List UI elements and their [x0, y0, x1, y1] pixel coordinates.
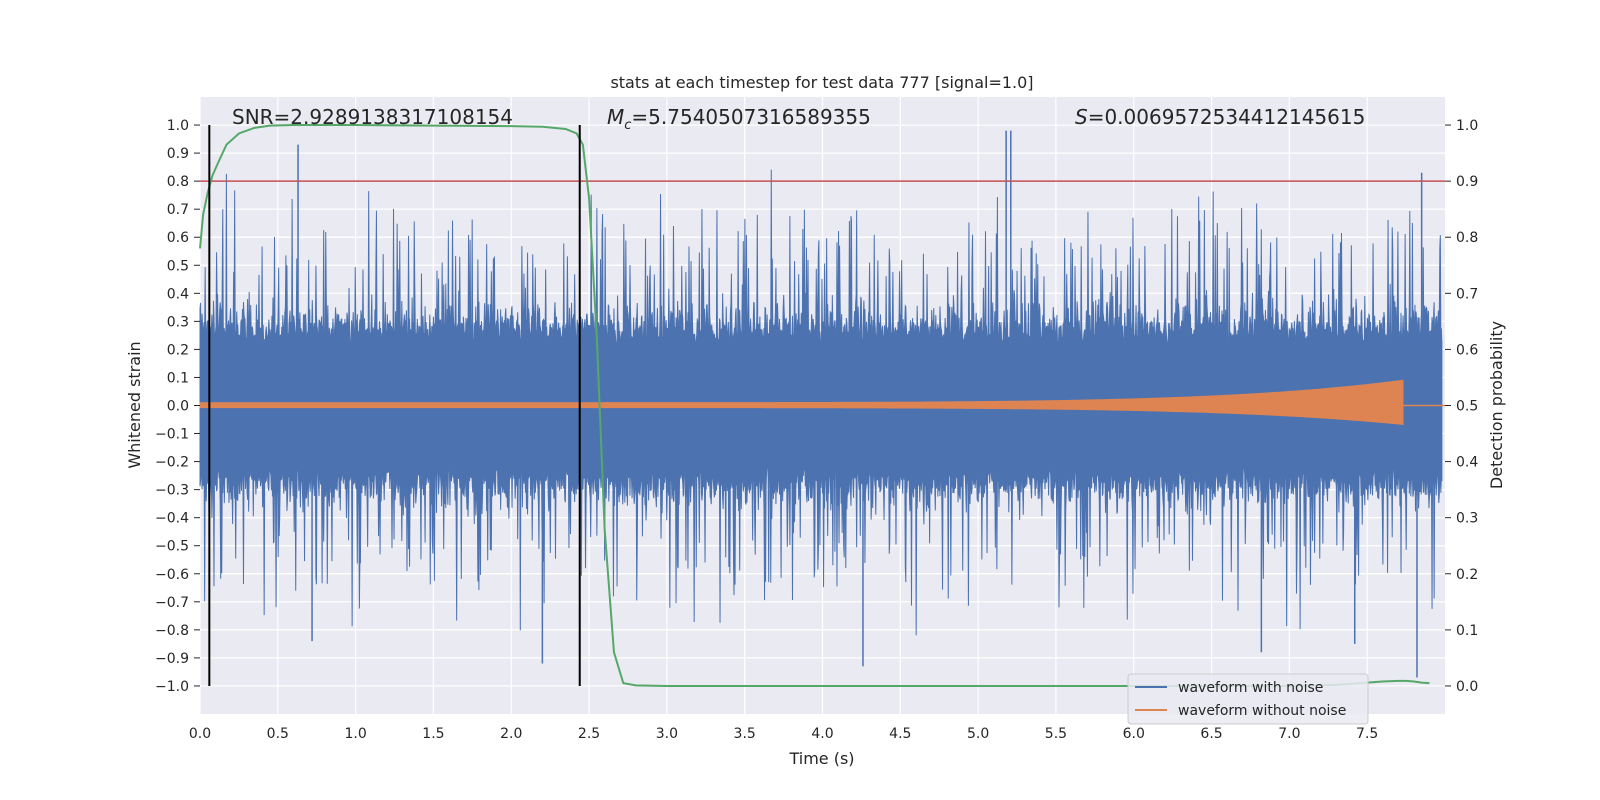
y2-tick-label: 1.0: [1456, 118, 1478, 134]
y-tick-label: −0.3: [155, 483, 189, 499]
y2-tick-label: 0.6: [1456, 342, 1478, 358]
y-tick-label: 0.1: [167, 370, 189, 386]
x-axis-label: Time (s): [788, 749, 854, 768]
y-axis-ticks: 1.0 0.9 0.8 0.7 0.6 0.5 0.4 0.3 0.2 0.1 0.0 −0.1 −0.…: [155, 118, 200, 695]
y-tick-label: −0.4: [155, 511, 189, 527]
x-tick-label: 3.5: [734, 726, 756, 742]
x-tick-label: 6.5: [1200, 726, 1222, 742]
x-tick-label: 0.5: [267, 726, 289, 742]
y-tick-label: 0.8: [167, 174, 189, 190]
y2-axis-label: Detection probability: [1487, 321, 1506, 489]
x-tick-label: 4.5: [889, 726, 911, 742]
y2-tick-label: 0.1: [1456, 623, 1478, 639]
probability-line: [199, 124, 1430, 687]
y2-tick-label: 0.3: [1456, 511, 1478, 527]
y2-tick-label: 0.0: [1456, 679, 1478, 695]
legend-box: [1127, 673, 1369, 725]
x-tick-label: 5.0: [967, 726, 989, 742]
y-tick-label: 0.5: [167, 258, 189, 274]
y2-tick-label: 0.8: [1456, 230, 1478, 246]
y2-axis-ticks: 1.0 0.9 0.8 0.7 0.6 0.5 0.4 0.3 0.2 0.1 0.0: [1445, 118, 1478, 695]
y-tick-label: 1.0: [167, 118, 189, 134]
y-tick-label: 0.6: [167, 230, 189, 246]
legend-clean-label: waveform without noise: [1178, 703, 1346, 719]
y2-tick-label: 0.2: [1456, 567, 1478, 583]
clean-waveform-envelope: [199, 379, 1404, 425]
x-tick-label: 2.0: [500, 726, 522, 742]
x-tick-label: 5.5: [1045, 726, 1067, 742]
x-tick-label: 2.5: [578, 726, 600, 742]
y-tick-label: −0.5: [155, 539, 189, 555]
x-tick-label: 0.0: [189, 726, 211, 742]
y-tick-label: 0.7: [167, 202, 189, 218]
x-axis-ticks: 0.0 0.5 1.0 1.5 2.0 2.5 3.0 3.5 4.0 4.5 5.0 5.5 6.0 6…: [189, 726, 1378, 742]
x-tick-label: 4.0: [811, 726, 833, 742]
clean-waveform-series: [199, 379, 1445, 425]
x-tick-label: 3.0: [656, 726, 678, 742]
chirp-mass-annotation: Mc=5.7540507316589355: [607, 105, 871, 133]
x-tick-label: 7.0: [1278, 726, 1300, 742]
legend-noise-label: waveform with noise: [1178, 680, 1323, 696]
y2-tick-label: 0.5: [1456, 399, 1478, 415]
legend: waveform with noise waveform without noi…: [1127, 673, 1369, 725]
chart-title: stats at each timestep for test data 777…: [610, 73, 1033, 92]
x-tick-label: 1.5: [422, 726, 444, 742]
y-tick-label: −0.6: [155, 567, 189, 583]
y-tick-label: 0.2: [167, 342, 189, 358]
snr-annotation: SNR=2.9289138317108154: [232, 105, 513, 129]
x-tick-label: 6.0: [1123, 726, 1145, 742]
y2-tick-label: 0.4: [1456, 455, 1478, 471]
y-axis-label: Whitened strain: [125, 341, 144, 468]
s-annotation: S=0.0069572534412145615: [1075, 105, 1365, 129]
y-tick-label: −0.7: [155, 595, 189, 611]
y-tick-label: 0.9: [167, 146, 189, 162]
y-tick-label: 0.3: [167, 314, 189, 330]
y-tick-label: −1.0: [155, 679, 189, 695]
y2-tick-label: 0.9: [1456, 174, 1478, 190]
y-tick-label: −0.1: [155, 427, 189, 443]
y-tick-label: −0.9: [155, 651, 189, 667]
y-tick-label: −0.8: [155, 623, 189, 639]
y-tick-label: −0.2: [155, 455, 189, 471]
x-tick-label: 7.5: [1356, 726, 1378, 742]
probability-series: [199, 124, 1445, 687]
y-tick-label: 0.4: [167, 286, 189, 302]
x-tick-label: 1.0: [344, 726, 366, 742]
y-tick-label: 0.0: [167, 399, 189, 415]
y2-tick-label: 0.7: [1456, 286, 1478, 302]
